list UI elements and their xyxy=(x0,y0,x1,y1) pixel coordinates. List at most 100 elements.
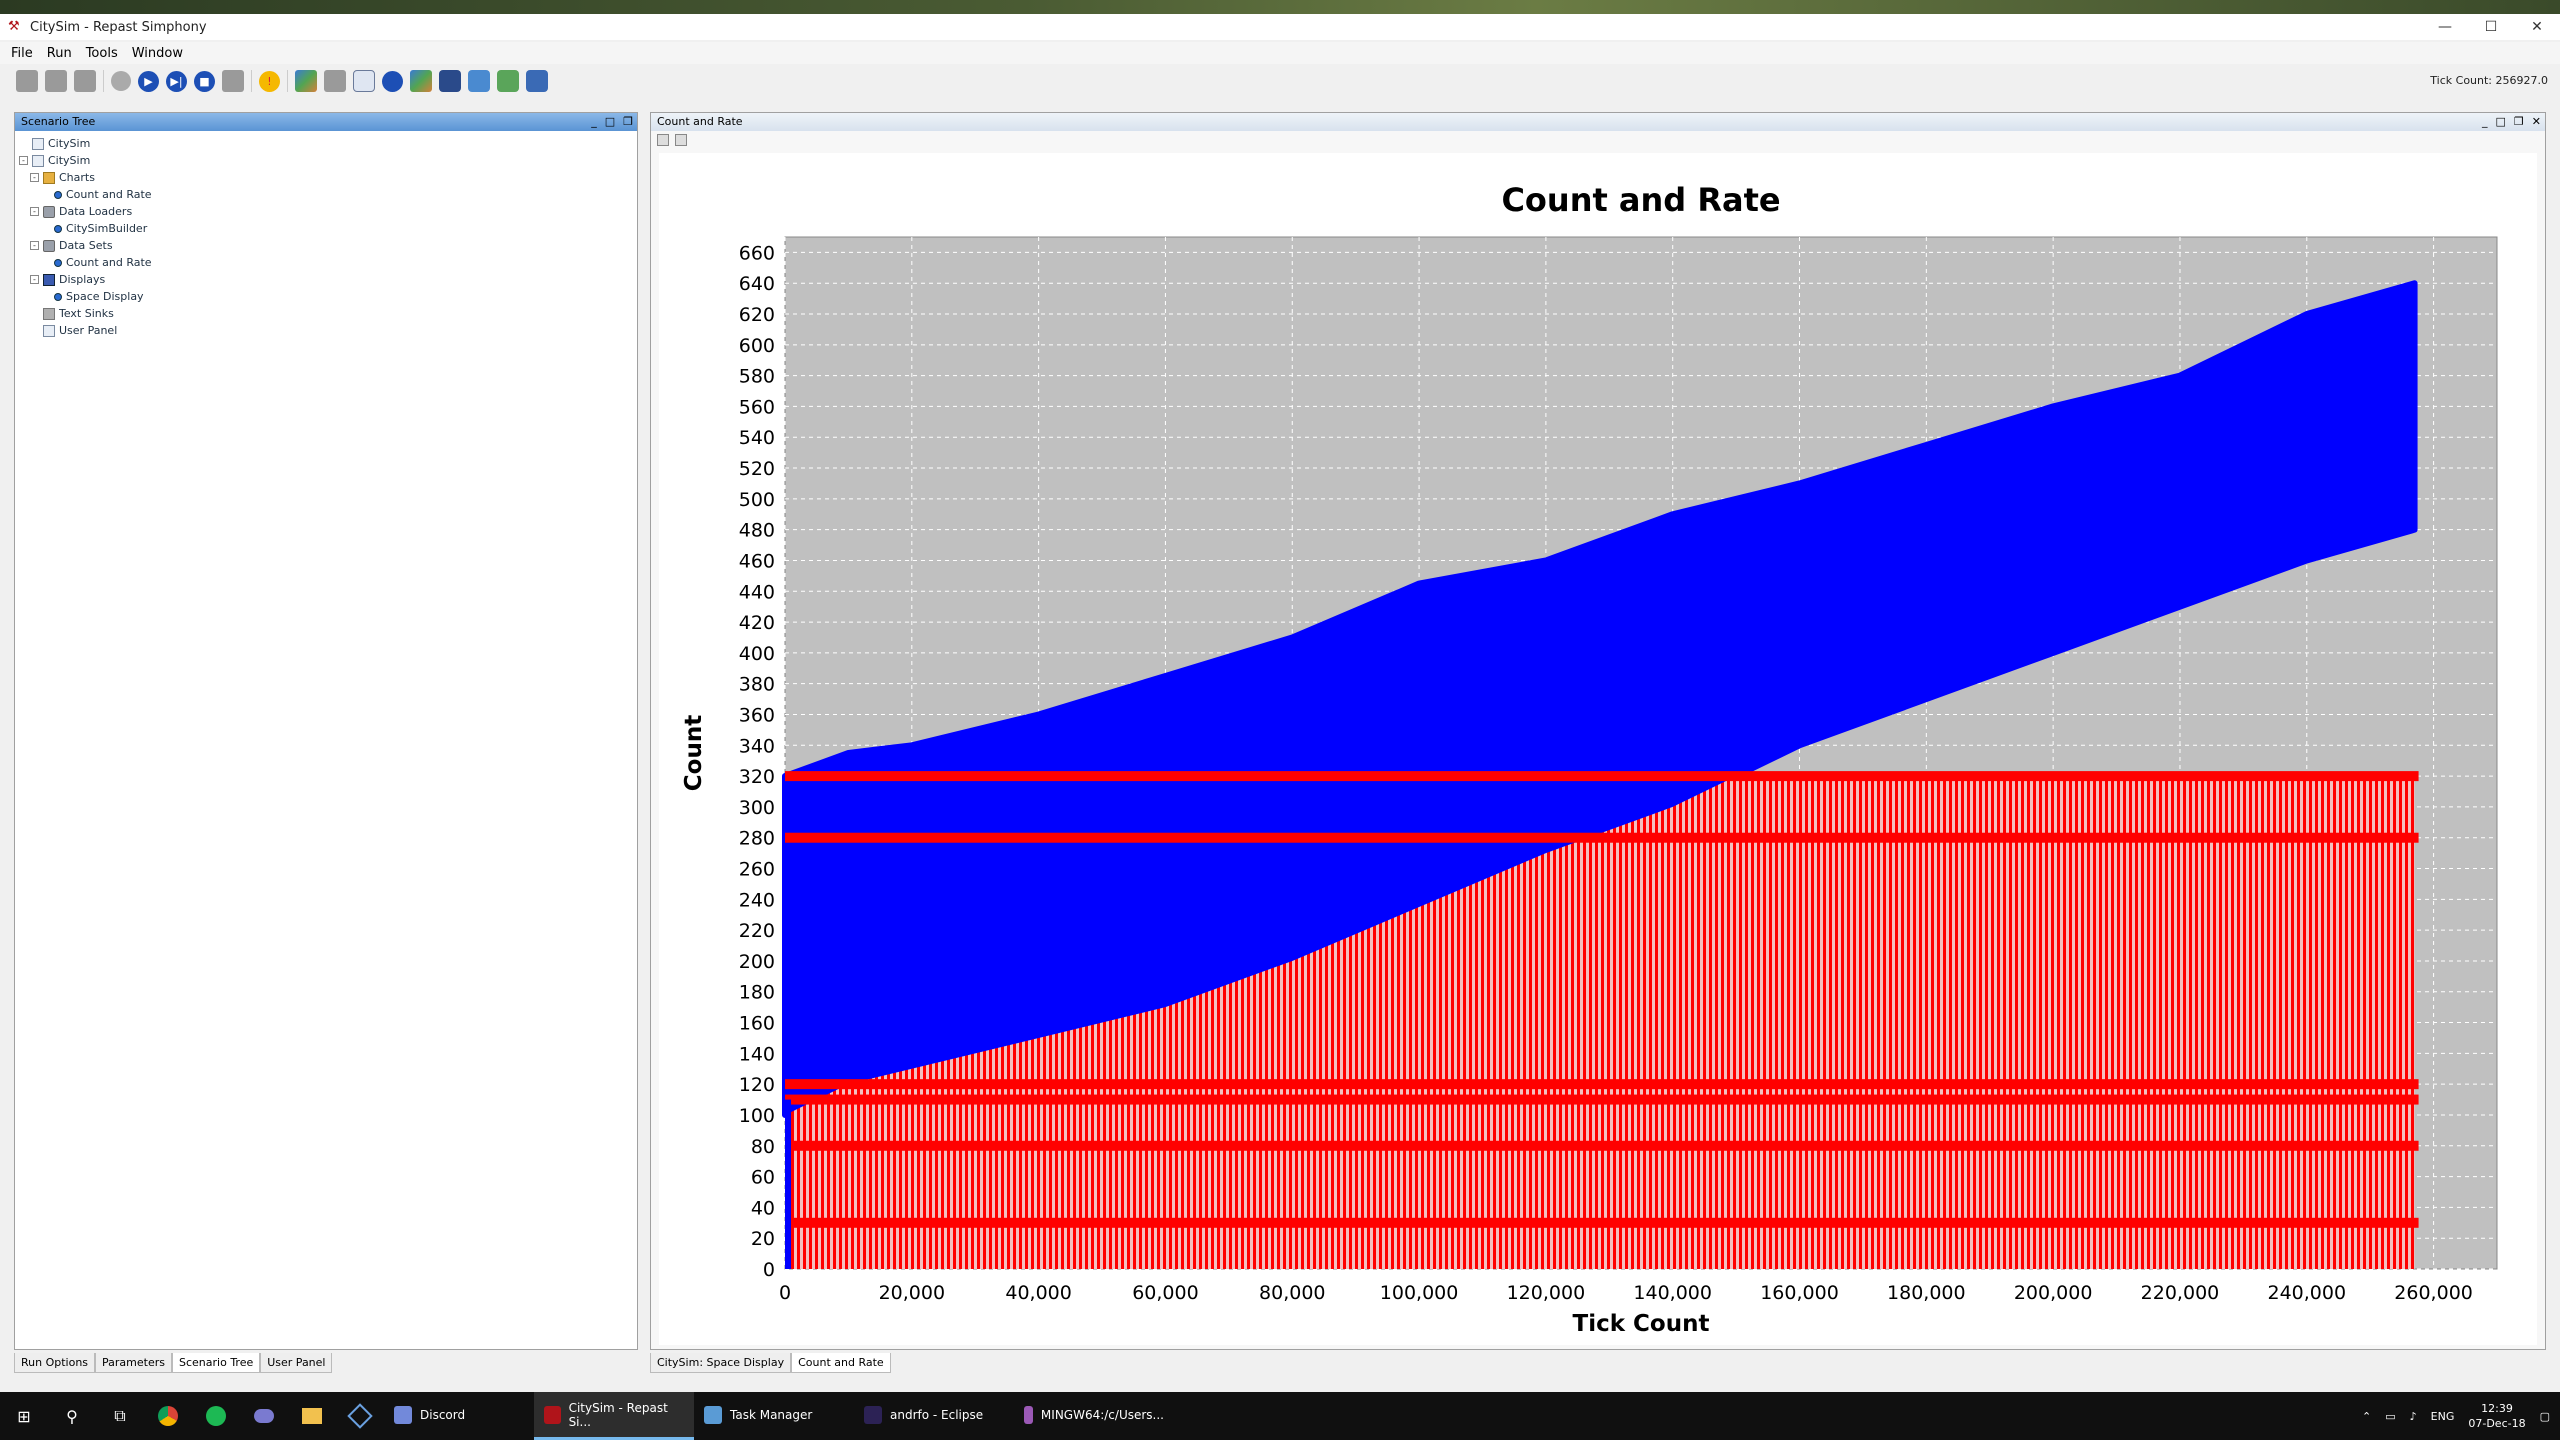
database-icon[interactable] xyxy=(74,70,96,92)
chrome-icon[interactable] xyxy=(144,1392,192,1440)
tree-expander-icon[interactable]: - xyxy=(30,275,39,284)
x-tick-label: 180,000 xyxy=(1887,1282,1966,1304)
network-icon[interactable] xyxy=(410,70,432,92)
taskbar-app[interactable]: MINGW64:/c/Users... xyxy=(1014,1392,1174,1440)
task-view-icon[interactable]: ⧉ xyxy=(114,1406,126,1425)
tree-item[interactable]: - Charts xyxy=(19,169,633,186)
x-tick-label: 120,000 xyxy=(1507,1282,1586,1304)
spotify-icon[interactable] xyxy=(192,1392,240,1440)
taskbar-app[interactable]: CitySim - Repast Si... xyxy=(534,1392,694,1440)
chart-panel-title: Count and Rate xyxy=(657,115,743,128)
tree-item-label: Count and Rate xyxy=(66,188,152,201)
virtualbox-icon[interactable] xyxy=(336,1392,384,1440)
document-icon xyxy=(32,154,44,167)
y-tick-label: 660 xyxy=(739,242,775,264)
rate-band-line xyxy=(785,771,2419,782)
menu-run[interactable]: Run xyxy=(46,45,72,61)
count-and-rate-chart: Count and Rate 0 20,000 40,000 60,000 80,000 1… xyxy=(681,181,2498,1337)
zoom-icon[interactable] xyxy=(468,70,490,92)
tree-item-label: Data Loaders xyxy=(59,205,133,218)
chart-area: Count and Rate 0 20,000 40,000 60,000 80,000 1… xyxy=(659,153,2537,1345)
reset-icon[interactable] xyxy=(222,70,244,92)
network-icon[interactable]: ▭ xyxy=(2385,1409,2396,1423)
tree-item[interactable]: - Data Loaders xyxy=(19,203,633,220)
maximize-button[interactable]: ☐ xyxy=(2484,19,2498,35)
taskbar-app[interactable]: Task Manager xyxy=(694,1392,854,1440)
tree-item[interactable]: CitySimBuilder xyxy=(19,220,633,237)
chart-panel-minimize-icon[interactable]: _ xyxy=(2482,115,2488,128)
left-panel-tab[interactable]: Parameters xyxy=(95,1353,172,1373)
tree-item[interactable]: - CitySim xyxy=(19,152,633,169)
init-icon[interactable] xyxy=(111,71,131,91)
rate-band-line xyxy=(785,1217,2419,1228)
panel-maximize-icon[interactable]: □ xyxy=(604,115,616,128)
file-explorer-icon[interactable] xyxy=(288,1392,336,1440)
film-icon[interactable] xyxy=(382,70,403,92)
y-tick-label: 60 xyxy=(751,1167,775,1189)
table-icon[interactable] xyxy=(353,70,375,92)
menu-window[interactable]: Window xyxy=(131,45,183,61)
clock-time: 12:39 xyxy=(2481,1402,2513,1415)
camera-icon[interactable] xyxy=(439,70,461,92)
left-panel-tab[interactable]: Run Options xyxy=(14,1353,96,1373)
folder-icon xyxy=(43,171,55,184)
step-icon[interactable]: ▶| xyxy=(166,70,187,92)
tree-expander-icon[interactable]: - xyxy=(19,156,28,165)
tree-item[interactable]: - Data Sets xyxy=(19,237,633,254)
y-tick-label: 280 xyxy=(739,828,775,850)
right-panel-tab[interactable]: Count and Rate xyxy=(791,1353,891,1373)
tree-expander-icon[interactable]: - xyxy=(30,207,39,216)
chart-panel-close-icon[interactable]: ✕ xyxy=(2531,115,2541,128)
tree-item[interactable]: CitySim xyxy=(19,135,633,152)
grid-icon[interactable] xyxy=(526,70,548,92)
tree-expander-icon[interactable]: - xyxy=(30,241,39,250)
volume-icon[interactable]: ♪ xyxy=(2409,1409,2417,1423)
tree-item[interactable]: - Displays xyxy=(19,271,633,288)
notifications-icon[interactable]: ▢ xyxy=(2539,1409,2550,1423)
app-icon xyxy=(1024,1405,1033,1424)
chart-icon[interactable] xyxy=(295,70,317,92)
clock[interactable]: 12:39 07-Dec-18 xyxy=(2468,1401,2525,1431)
chart-panel-maximize-icon[interactable]: □ xyxy=(2495,115,2506,128)
chart-title: Count and Rate xyxy=(1501,181,1780,219)
image-icon[interactable] xyxy=(497,70,519,92)
start-icon[interactable]: ▶ xyxy=(138,70,159,92)
tree-item[interactable]: Count and Rate xyxy=(19,254,633,271)
search-icon[interactable]: ⚲ xyxy=(66,1406,78,1426)
tree-item-label: Displays xyxy=(59,273,106,286)
y-tick-label: 520 xyxy=(739,458,775,480)
panel-restore-icon[interactable]: ❐ xyxy=(623,115,633,128)
toolbar-separator xyxy=(251,70,252,92)
minimize-button[interactable]: — xyxy=(2438,19,2452,35)
start-menu-icon[interactable]: ⊞ xyxy=(17,1406,31,1426)
export-icon[interactable] xyxy=(324,70,346,92)
menu-tools[interactable]: Tools xyxy=(85,45,118,61)
save-icon[interactable] xyxy=(16,70,38,92)
tray-chevron-icon[interactable]: ⌃ xyxy=(2362,1409,2372,1423)
x-tick-label: 20,000 xyxy=(879,1282,945,1304)
tree-item[interactable]: Space Display xyxy=(19,288,633,305)
dot-icon xyxy=(54,292,62,301)
taskbar-app[interactable]: Discord xyxy=(384,1392,534,1440)
tree-item[interactable]: Count and Rate xyxy=(19,186,633,203)
tree-item-label: User Panel xyxy=(59,324,118,337)
right-panel-tab[interactable]: CitySim: Space Display xyxy=(650,1353,792,1373)
chart-panel-restore-icon[interactable]: ❐ xyxy=(2513,115,2524,128)
tree-item[interactable]: User Panel xyxy=(19,322,633,339)
chart-properties-icon[interactable] xyxy=(657,134,669,146)
tree-item[interactable]: Text Sinks xyxy=(19,305,633,322)
close-button[interactable]: ✕ xyxy=(2531,19,2543,35)
stop-icon[interactable]: ■ xyxy=(194,70,215,92)
chart-save-icon[interactable] xyxy=(675,134,687,146)
left-panel-tab[interactable]: Scenario Tree xyxy=(172,1353,261,1373)
warning-icon[interactable]: ! xyxy=(259,70,280,92)
menu-file[interactable]: File xyxy=(11,45,33,61)
left-panel-tab[interactable]: User Panel xyxy=(260,1353,333,1373)
language-indicator[interactable]: ENG xyxy=(2430,1409,2455,1423)
chat-app-icon[interactable] xyxy=(240,1392,288,1440)
panel-minimize-icon[interactable]: _ xyxy=(591,115,597,128)
tree-expander-icon[interactable]: - xyxy=(30,173,39,182)
taskbar-app[interactable]: andrfo - Eclipse xyxy=(854,1392,1014,1440)
save-all-icon[interactable] xyxy=(45,70,67,92)
rate-band-line xyxy=(785,1094,2419,1105)
